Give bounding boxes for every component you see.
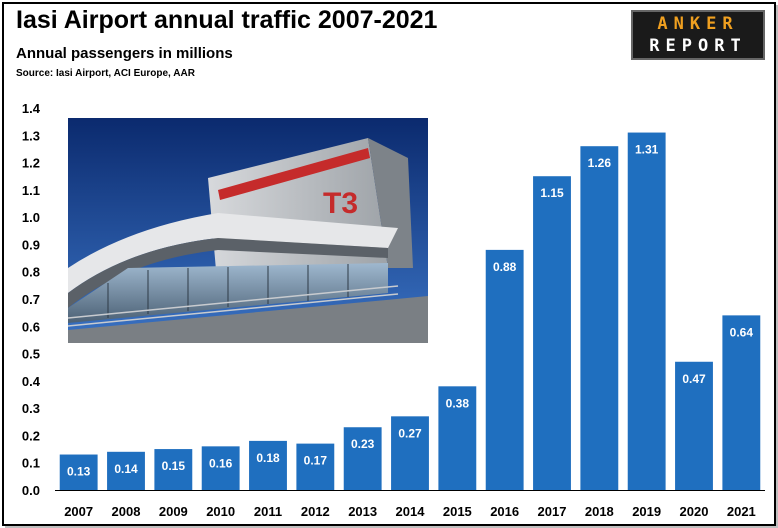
bar-2018: [580, 146, 619, 490]
chart-subtitle: Annual passengers in millions: [16, 45, 233, 62]
x-tick-label-2017: 2017: [538, 504, 567, 519]
bar-2009: [154, 449, 193, 490]
data-label-2010: 0.16: [209, 456, 233, 470]
y-tick-label: 0.4: [22, 374, 41, 389]
logo-line-2: REPORT: [649, 36, 747, 56]
chart-source: Source: Iasi Airport, ACI Europe, AAR: [16, 68, 195, 79]
data-label-2019: 1.31: [635, 143, 659, 157]
x-tick-label-2015: 2015: [443, 504, 472, 519]
data-labels: 0.13 0.14 0.15 0.16 0.18 0.17 0.23 0.27 0.38 0.88…: [67, 143, 753, 479]
terminal-photo-illustration: T3: [68, 118, 428, 343]
bar-2010: [201, 446, 240, 490]
bar-2021: [722, 315, 761, 490]
x-tick-label-2011: 2011: [254, 504, 282, 519]
data-label-2012: 0.17: [304, 454, 328, 468]
terminal-photo: T3: [68, 118, 428, 343]
data-label-2013: 0.23: [351, 437, 375, 451]
bar-2008: [107, 451, 145, 490]
bar-2013: [343, 427, 382, 490]
logo-line-1: ANKER: [657, 14, 739, 34]
bar-2014: [391, 416, 429, 490]
data-label-2009: 0.15: [162, 459, 186, 473]
x-tick-label-2021: 2021: [727, 504, 756, 519]
data-label-2014: 0.27: [398, 426, 422, 440]
data-label-2017: 1.15: [540, 186, 564, 200]
data-label-2021: 0.64: [730, 325, 754, 339]
x-tick-label-2007: 2007: [64, 504, 93, 519]
y-tick-label: 0.9: [22, 237, 40, 252]
t3-sign: T3: [323, 187, 358, 220]
chart-title: Iasi Airport annual traffic 2007-2021: [16, 6, 438, 34]
x-tick-label-2009: 2009: [159, 504, 188, 519]
x-tick-label-2019: 2019: [632, 504, 661, 519]
bar-2011: [249, 440, 287, 490]
bar-2012: [296, 443, 335, 490]
x-tick-label-2010: 2010: [206, 504, 235, 519]
y-tick-label: 1.2: [22, 156, 40, 171]
x-tick-label-2013: 2013: [348, 504, 377, 519]
bar-2007: [59, 454, 98, 490]
data-label-2015: 0.38: [446, 396, 470, 410]
y-tick-label: 0.5: [22, 347, 40, 362]
y-tick-label: 0.3: [22, 401, 40, 416]
x-axis-labels: 2007 2008 2009 2010 2011 2012 2013 2014 2015 2016…: [64, 504, 756, 519]
y-tick-label: 0.8: [22, 265, 40, 280]
y-tick-label: 1.3: [22, 128, 40, 143]
y-tick-label: 0.1: [22, 456, 40, 471]
data-label-2018: 1.26: [588, 156, 612, 170]
y-tick-label: 1.1: [22, 183, 40, 198]
bar-2019: [627, 132, 666, 491]
x-tick-label-2016: 2016: [490, 504, 519, 519]
x-tick-label-2020: 2020: [680, 504, 709, 519]
y-tick-label: 1.0: [22, 210, 40, 225]
x-tick-label-2018: 2018: [585, 504, 614, 519]
y-tick-label: 1.4: [22, 101, 41, 116]
data-label-2008: 0.14: [114, 462, 138, 476]
y-axis-labels: 0.0 0.1 0.2 0.3 0.4 0.5 0.6 0.7 0.8 0.9 1.0 1.1 1.2 1…: [22, 101, 41, 498]
x-tick-label-2008: 2008: [112, 504, 141, 519]
data-label-2011: 0.18: [256, 451, 280, 465]
bar-2016: [485, 249, 524, 490]
data-label-2016: 0.88: [493, 260, 517, 274]
y-tick-label: 0.6: [22, 319, 40, 334]
y-tick-label: 0.7: [22, 292, 40, 307]
bar-2015: [438, 386, 477, 490]
x-tick-label-2014: 2014: [396, 504, 426, 519]
bar-2017: [533, 176, 571, 490]
data-label-2007: 0.13: [67, 465, 91, 479]
bars: [59, 132, 761, 491]
y-tick-label: 0.2: [22, 428, 40, 443]
x-tick-label-2012: 2012: [301, 504, 330, 519]
data-label-2020: 0.47: [682, 372, 706, 386]
bar-2020: [675, 361, 713, 490]
anker-report-logo: ANKER REPORT: [631, 10, 765, 60]
y-tick-label: 0.0: [22, 483, 40, 498]
